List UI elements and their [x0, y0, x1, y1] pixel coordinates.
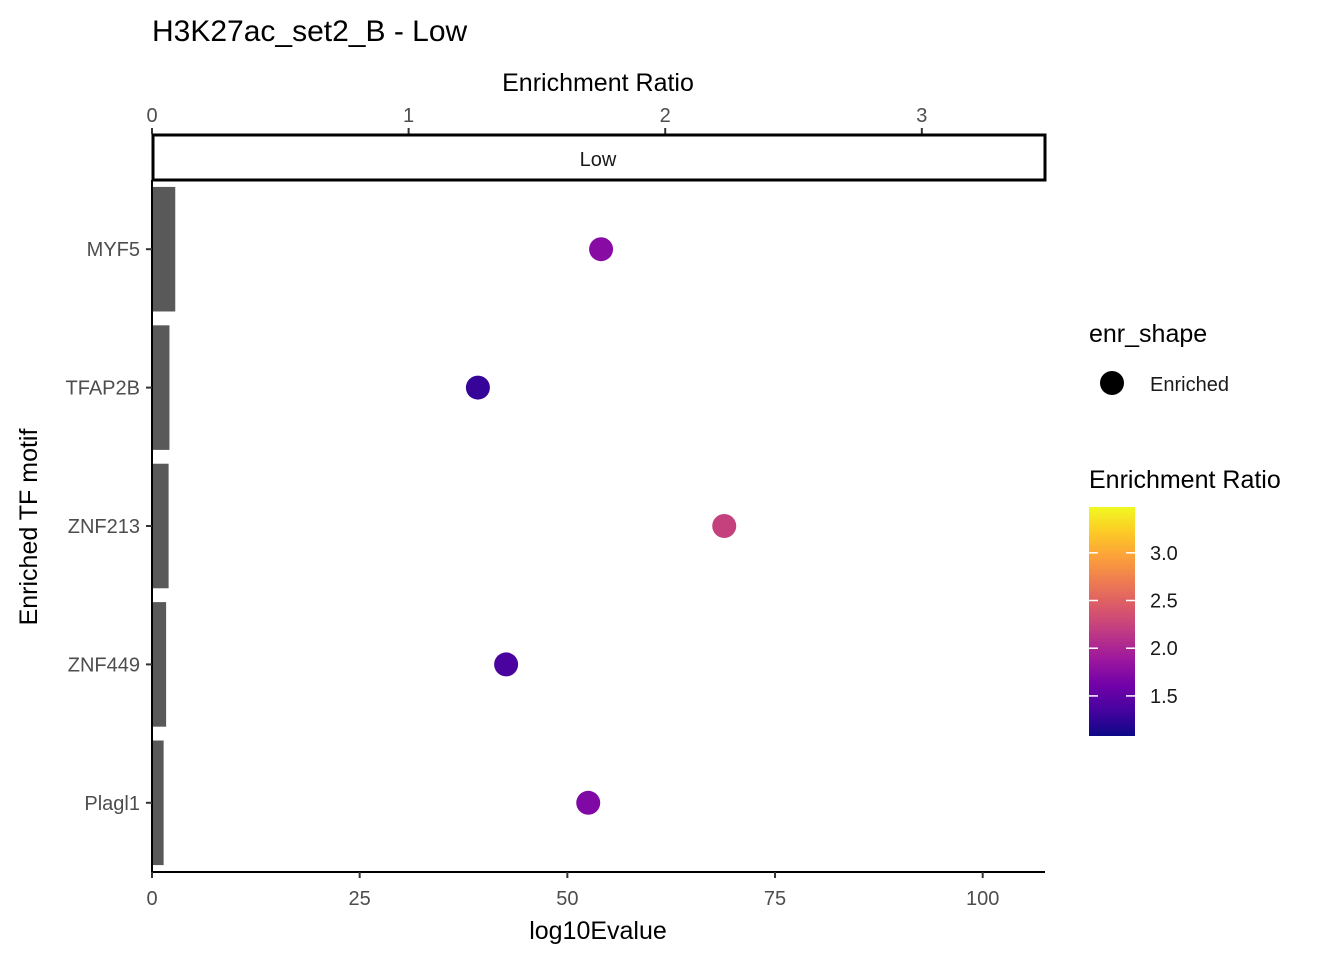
point	[589, 237, 614, 262]
y-axis-title: Enriched TF motif	[15, 429, 43, 626]
points	[465, 237, 737, 815]
x-axis-title: log10Evalue	[529, 917, 667, 945]
x-tick-label: 0	[146, 888, 157, 910]
x-tick-label: 50	[556, 888, 578, 910]
facet-label: Low	[580, 149, 617, 171]
x-tick-label: 25	[349, 888, 371, 910]
shape-legend-title: enr_shape	[1089, 320, 1207, 348]
bar	[152, 186, 176, 312]
x-axis-ticks: 0 25 50 75 100	[146, 872, 999, 910]
x2-tick-label: 3	[916, 105, 927, 127]
point	[465, 375, 490, 400]
colorbar-tick-label: 2.0	[1150, 638, 1178, 660]
shape-legend-key	[1100, 371, 1124, 395]
colorbar-tick-label: 2.5	[1150, 591, 1178, 613]
x-tick-label: 75	[764, 888, 786, 910]
x2-tick-label: 0	[146, 105, 157, 127]
chart-title: H3K27ac_set2_B - Low	[152, 15, 468, 48]
shape-legend-entry: Enriched	[1150, 374, 1229, 396]
bars	[152, 186, 176, 866]
y-tick-label: TFAP2B	[66, 378, 140, 400]
bar	[152, 602, 167, 727]
colorbar	[1089, 507, 1135, 736]
x2-tick-label: 2	[660, 105, 671, 127]
bar	[152, 740, 164, 866]
bar	[152, 325, 170, 450]
point	[576, 790, 601, 815]
y-axis-ticks: MYF5 TFAP2B ZNF213 ZNF449 Plagl1	[66, 239, 152, 815]
y-tick-label: Plagl1	[84, 793, 140, 815]
x2-axis-title: Enrichment Ratio	[502, 69, 694, 97]
x2-tick-label: 1	[403, 105, 414, 127]
y-tick-label: ZNF213	[68, 516, 140, 538]
y-tick-label: MYF5	[87, 239, 140, 261]
colorbar-tick-label: 3.0	[1150, 543, 1178, 565]
x2-axis-ticks: 0 1 2 3	[146, 105, 927, 134]
colorbar-tick-label: 1.5	[1150, 686, 1178, 708]
x-tick-label: 100	[966, 888, 999, 910]
bar	[152, 463, 169, 589]
point	[494, 652, 519, 677]
y-tick-label: ZNF449	[68, 654, 140, 676]
point	[712, 514, 737, 538]
facet-strip	[151, 133, 1047, 182]
colorbar-ticks: 1.5 2.0 2.5 3.0	[1089, 543, 1178, 708]
color-legend-title: Enrichment Ratio	[1089, 466, 1281, 494]
